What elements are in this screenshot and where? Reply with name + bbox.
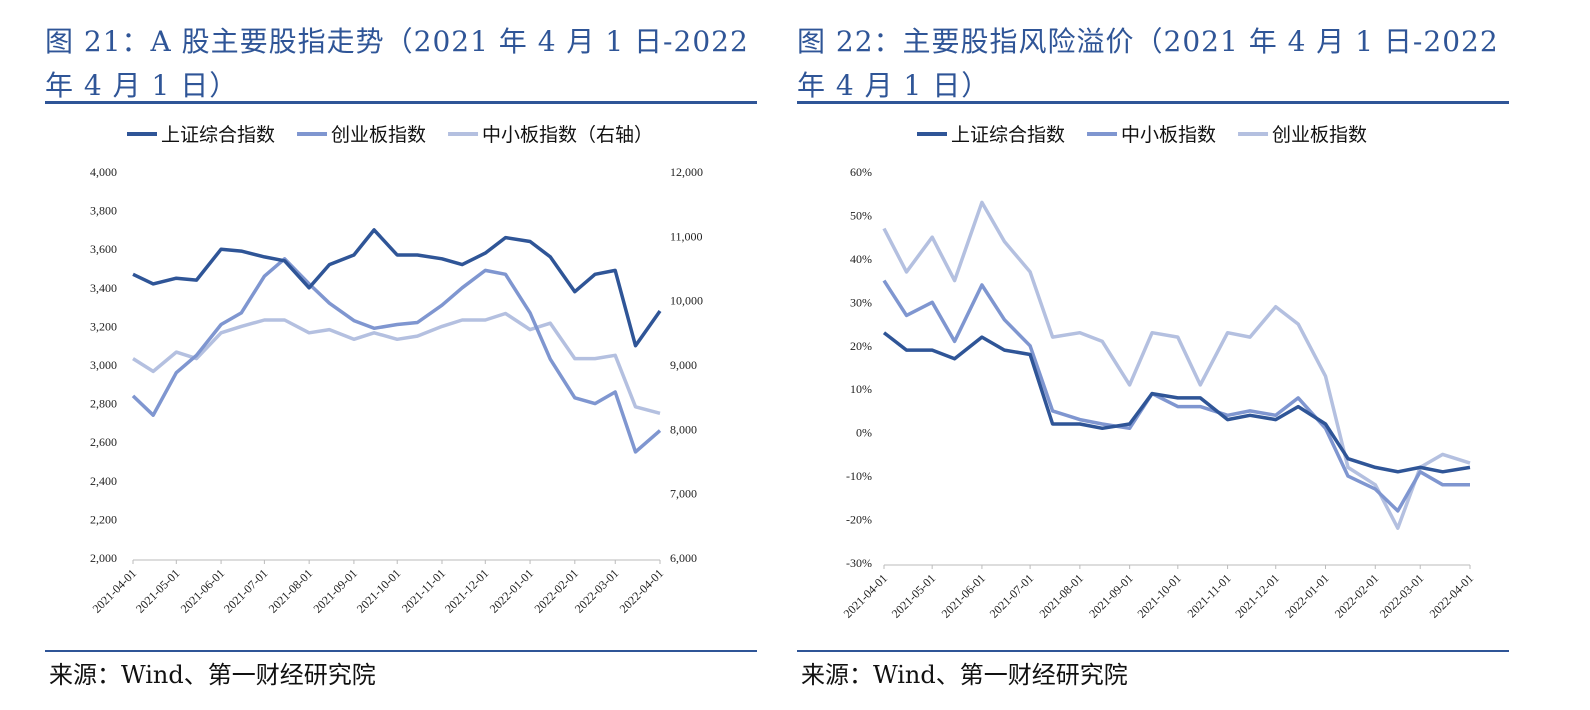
y-tick-label: 3,000: [90, 358, 117, 372]
source-divider: [45, 650, 757, 652]
title-divider: [797, 101, 1509, 104]
x-tick-label: 2021-07-01: [221, 566, 270, 615]
x-tick-label: 2021-11-01: [399, 566, 448, 615]
series-line: [132, 311, 661, 415]
x-tick-label: 2022-04-01: [1427, 571, 1476, 620]
x-tick-label: 2022-01-01: [1282, 571, 1331, 620]
title-divider: [45, 101, 757, 104]
x-tick-label: 2022-03-01: [1377, 571, 1426, 620]
chart-right: 上证综合指数 中小板指数 创业板指数 60% 50% 40% 30% 20% 10% 0% -10%…: [841, 124, 1476, 621]
x-tick-label: 2021-08-01: [266, 566, 315, 615]
y-tick-label: 2,800: [90, 397, 117, 411]
legend-label: 创业板指数: [331, 124, 426, 146]
x-tick-label: 2021-11-01: [1185, 571, 1234, 620]
chart-left: 上证综合指数 创业板指数 中小板指数（右轴） 4,000 3,800 3,600 3,400…: [90, 124, 703, 616]
y-tick-label: 2,400: [90, 474, 117, 488]
y-tick-label: 0%: [856, 426, 872, 440]
y2-tick-label: 9,000: [670, 358, 697, 372]
source-note: 来源：Wind、第一财经研究院: [801, 661, 1128, 689]
legend-label: 中小板指数: [1121, 124, 1216, 146]
x-tick-label: 2021-04-01: [90, 566, 139, 615]
series-line: [882, 331, 1471, 474]
series-line: [882, 279, 1470, 513]
x-tick-label: 2021-09-01: [311, 566, 360, 615]
y-tick-label: 20%: [850, 339, 872, 353]
y-tick-label: 3,400: [90, 281, 117, 295]
x-tick-label: 2021-12-01: [442, 566, 491, 615]
y-tick-label: 4,000: [90, 165, 117, 179]
y-tick-label: 2,000: [90, 551, 117, 565]
source-divider: [797, 650, 1509, 652]
x-tick-label: 2021-04-01: [841, 571, 890, 620]
series-line: [132, 228, 662, 348]
x-tick-label: 2021-10-01: [1134, 571, 1183, 620]
y-tick-label: 60%: [850, 165, 872, 179]
x-tick-label: 2021-05-01: [133, 566, 182, 615]
y-tick-label: -30%: [846, 556, 872, 570]
y-tick-label: 50%: [850, 208, 872, 222]
y-tick-label: 40%: [850, 252, 872, 266]
series-line: [131, 257, 662, 454]
y2-tick-label: 12,000: [670, 165, 703, 179]
y-tick-label: 2,200: [90, 512, 117, 526]
y-tick-label: 10%: [850, 382, 872, 396]
x-tick-label: 2021-08-01: [1036, 571, 1085, 620]
x-tick-label: 2021-07-01: [987, 571, 1036, 620]
source-note: 来源：Wind、第一财经研究院: [49, 661, 376, 689]
x-tick-label: 2022-02-01: [1332, 571, 1381, 620]
x-tick-label: 2021-09-01: [1086, 571, 1135, 620]
figure-22: 图 22：主要股指风险溢价（2021 年 4 月 1 日-2022 年 4 月 …: [797, 0, 1509, 710]
x-tick-label: 2021-06-01: [939, 571, 988, 620]
y2-tick-label: 8,000: [670, 422, 697, 436]
x-tick-label: 2022-04-01: [617, 566, 666, 615]
y2-tick-label: 7,000: [670, 487, 697, 501]
y-tick-label: 3,600: [90, 242, 117, 256]
x-tick-label: 2021-12-01: [1232, 571, 1281, 620]
figure-21: 图 21：A 股主要股指走势（2021 年 4 月 1 日-2022 年 4 月…: [45, 0, 757, 710]
legend-label: 创业板指数: [1272, 124, 1367, 146]
y-tick-label: 30%: [850, 295, 872, 309]
chart-title: 图 22：主要股指风险溢价（2021 年 4 月 1 日-2022 年 4 月 …: [797, 25, 1499, 102]
y2-tick-label: 11,000: [670, 229, 703, 243]
y2-tick-label: 10,000: [670, 294, 703, 308]
legend-label: 中小板指数（右轴）: [482, 124, 653, 146]
y-tick-label: -20%: [846, 513, 872, 527]
legend-label: 上证综合指数: [161, 124, 275, 146]
y2-tick-label: 6,000: [670, 551, 697, 565]
x-tick-label: 2022-01-01: [487, 566, 536, 615]
y-tick-label: 3,800: [90, 204, 117, 218]
chart-title: 图 21：A 股主要股指走势（2021 年 4 月 1 日-2022 年 4 月…: [45, 25, 749, 102]
x-tick-label: 2022-03-01: [572, 566, 621, 615]
x-tick-label: 2021-05-01: [889, 571, 938, 620]
legend-label: 上证综合指数: [951, 124, 1065, 146]
x-tick-label: 2021-10-01: [354, 566, 403, 615]
series-line: [882, 200, 1471, 530]
y-tick-label: 2,600: [90, 435, 117, 449]
y-tick-label: 3,200: [90, 319, 117, 333]
x-tick-label: 2021-06-01: [178, 566, 227, 615]
y-tick-label: -10%: [846, 469, 872, 483]
